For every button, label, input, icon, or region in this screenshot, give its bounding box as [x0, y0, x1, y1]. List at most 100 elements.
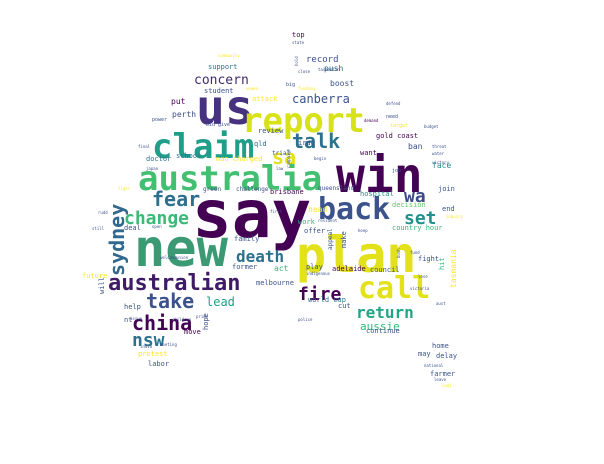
word-council: council [370, 266, 400, 274]
word-brisbane: brisbane [270, 188, 304, 196]
word-want: want [360, 149, 377, 157]
word-sydney: sydney [105, 204, 129, 276]
word-doctor: doctor [146, 155, 171, 163]
word-welcome: welcome [160, 255, 177, 260]
word-may: may [418, 350, 431, 358]
word-record: record [306, 55, 339, 65]
word-deal: deal [124, 224, 141, 232]
word-threat: threat [432, 144, 447, 149]
word-will: will [98, 277, 106, 294]
word-first: first [270, 209, 283, 214]
word-still: still [92, 226, 105, 231]
word-victory: victory [432, 160, 449, 165]
word-leave: leave [434, 377, 447, 382]
word-nsw: nsw [132, 330, 165, 351]
word-community: community [218, 53, 240, 58]
word-student: student [204, 87, 234, 95]
word-offer: offer [304, 227, 325, 235]
word-aussie: aussie [360, 320, 400, 333]
word-protest: protest [138, 350, 168, 358]
word-qld: qld [254, 140, 267, 148]
word-bid: bid [206, 122, 215, 128]
word-tasmania: tasmania [449, 249, 458, 288]
word-campaign: campaign [286, 148, 291, 168]
word-queensland: queensland [318, 185, 355, 192]
word-australian: australian [108, 271, 240, 296]
word-victoria: victoria [410, 286, 430, 291]
word-women: women [246, 86, 259, 91]
word-final: final [138, 144, 151, 149]
word-win: win [336, 148, 423, 204]
word-call: call [358, 271, 430, 306]
word-iraq: iraq [298, 139, 315, 147]
word-end: end [442, 205, 455, 213]
word-move: move [184, 328, 201, 336]
word-hospital: hospital [360, 190, 394, 198]
word-lose: lose [418, 274, 428, 279]
word-law: law [276, 166, 284, 171]
word-help: help [124, 303, 141, 311]
word-funding: funding [298, 86, 315, 91]
word-india: india [140, 344, 153, 349]
word-death: death [236, 247, 284, 266]
word-decision: decision [392, 201, 426, 209]
word-return: return [356, 303, 414, 322]
word-cut: cut [338, 302, 351, 310]
word-hold: hold [294, 56, 299, 66]
word-hit: hit [438, 257, 446, 270]
word-green: green [203, 186, 221, 193]
word-fire: fire [298, 284, 342, 305]
word-fund: fund [410, 250, 420, 255]
word-concern: concern [194, 73, 249, 88]
word-gold-coast: gold coast [376, 132, 418, 140]
word-push: push [324, 64, 343, 73]
word-sa: sa [272, 145, 296, 169]
word-put: put [171, 97, 186, 106]
word-keep: keep [358, 228, 368, 233]
word-challenge: challenge [236, 186, 269, 193]
word-need: need [386, 114, 398, 120]
word-inquiry: inquiry [446, 214, 463, 219]
word-issue: issue [130, 316, 143, 321]
word-act: act [274, 264, 289, 273]
word-play: play [306, 263, 323, 271]
word-hope: hope [202, 313, 210, 330]
word-australia: australia [138, 159, 322, 199]
word-report: report [242, 101, 365, 141]
word-attack: attack [252, 95, 278, 103]
word-top: top [292, 31, 305, 39]
word-meeting: meeting [160, 342, 177, 347]
word-join: join [438, 185, 455, 193]
word-make: make [340, 231, 348, 248]
word-boost: boost [330, 79, 354, 88]
word-claim: claim [152, 127, 254, 167]
word-former: former [232, 263, 257, 271]
word-police: police [298, 317, 313, 322]
word-back: back [318, 192, 390, 227]
word-support: support [208, 63, 238, 71]
word-talk: talk [292, 129, 340, 153]
word-future: future [82, 272, 107, 280]
word-lead: lead [206, 295, 235, 309]
word-coal: coal [442, 383, 452, 388]
word-nt: nt [124, 316, 132, 324]
word-head: head [308, 205, 327, 214]
word-face: face [432, 161, 451, 170]
word-give: give [218, 122, 230, 128]
word-world-cup: world cup [308, 296, 346, 304]
word-continue: continue [366, 327, 400, 335]
word-school: school [176, 152, 201, 160]
word-change: change [124, 208, 189, 229]
word-us: us [196, 80, 254, 136]
word-man-charged: man charged [216, 155, 262, 163]
word-new: new [134, 219, 229, 279]
word-tasmanian: tasmanian [318, 67, 340, 72]
word-take: take [146, 289, 194, 313]
word-review: review [258, 127, 284, 135]
word-defend: defend [386, 101, 401, 106]
word-water: water [432, 151, 445, 156]
word-plan: plan [296, 226, 416, 284]
word-union: union [176, 255, 189, 260]
word-melbourne: melbourne [256, 279, 294, 287]
